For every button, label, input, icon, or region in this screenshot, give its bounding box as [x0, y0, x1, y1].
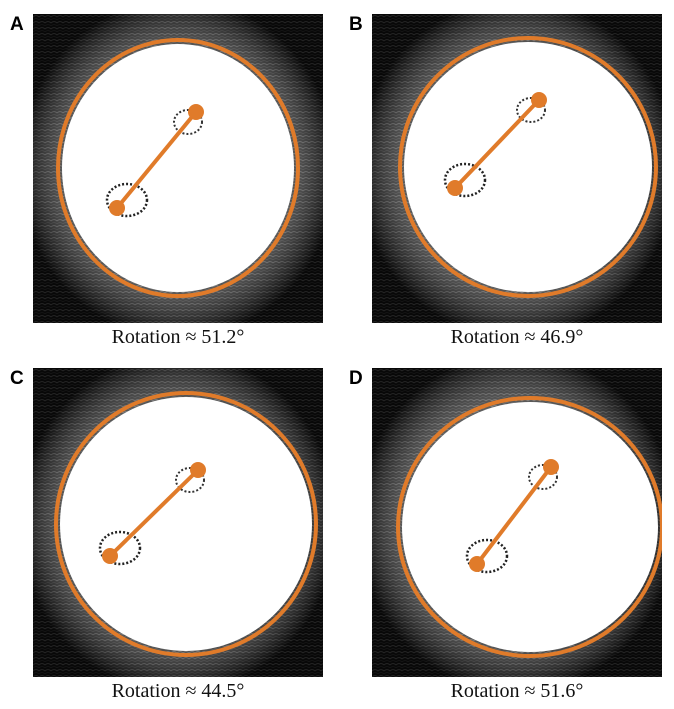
endpoint	[447, 180, 463, 196]
fit-circle	[396, 396, 662, 658]
panel-caption: Rotation ≈ 51.6°	[450, 680, 584, 702]
endpoint	[188, 104, 204, 120]
panel-caption: Rotation ≈ 51.2°	[111, 326, 245, 348]
fit-circle	[54, 391, 318, 657]
speckle	[175, 467, 205, 493]
endpoint	[543, 459, 559, 475]
panel-label: B	[349, 14, 363, 35]
speckle	[173, 109, 203, 135]
axis-line	[475, 465, 553, 566]
speckle	[465, 538, 509, 574]
panel-label: D	[349, 368, 363, 389]
endpoint	[109, 200, 125, 216]
panel-label: C	[10, 368, 24, 389]
bright-disk	[404, 42, 652, 292]
panel-image	[372, 14, 662, 323]
fit-circle	[398, 36, 658, 298]
endpoint	[102, 548, 118, 564]
speckle	[528, 464, 558, 490]
bright-disk	[62, 44, 294, 292]
axis-line	[108, 468, 200, 558]
endpoint	[531, 92, 547, 108]
panel-image	[33, 368, 323, 677]
endpoint	[469, 556, 485, 572]
speckle	[98, 530, 142, 566]
speckle	[443, 162, 487, 198]
axis-line	[453, 98, 541, 190]
speckle	[105, 182, 149, 218]
axis-line	[115, 110, 198, 210]
speckle	[516, 97, 546, 123]
fit-circle	[56, 38, 300, 298]
panel-label: A	[10, 14, 24, 35]
panel-image	[372, 368, 662, 677]
endpoint	[190, 462, 206, 478]
bright-disk	[60, 397, 312, 651]
bright-disk	[402, 402, 658, 652]
panel-caption: Rotation ≈ 46.9°	[450, 326, 584, 348]
panel-image	[33, 14, 323, 323]
panel-caption: Rotation ≈ 44.5°	[111, 680, 245, 702]
